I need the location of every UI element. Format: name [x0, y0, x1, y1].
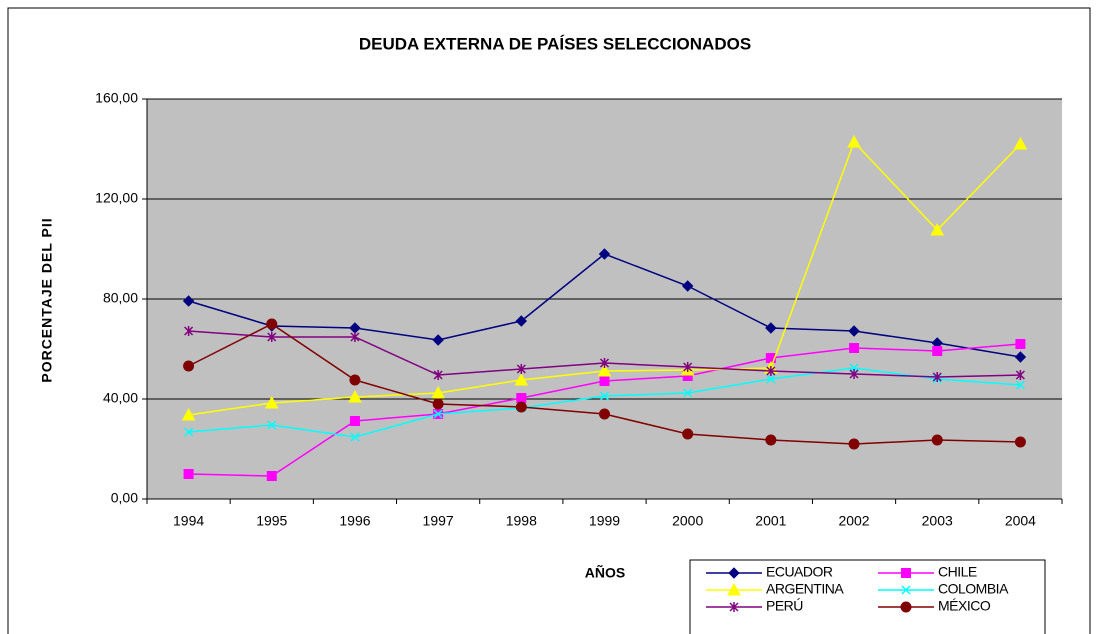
marker — [765, 434, 777, 446]
marker — [932, 346, 943, 356]
chart-title: DEUDA EXTERNA DE PAÍSES SELECCIONADOS — [359, 34, 751, 53]
marker — [433, 409, 443, 419]
marker — [599, 408, 610, 420]
y-tick-label: 160,00 — [95, 90, 138, 106]
legend-label: CHILE — [938, 564, 977, 580]
marker — [515, 315, 528, 327]
x-tick-label: 2003 — [922, 513, 953, 529]
marker — [349, 416, 360, 426]
marker — [432, 334, 444, 346]
marker — [433, 370, 443, 380]
marker — [1015, 380, 1025, 390]
marker — [183, 360, 195, 372]
x-tick-label: 2001 — [755, 513, 786, 529]
marker — [350, 432, 360, 442]
x-tick-label: 2002 — [838, 513, 869, 529]
legend-label: COLOMBIA — [938, 581, 1009, 597]
marker — [728, 567, 740, 579]
y-tick-label: 40,00 — [103, 390, 138, 406]
x-tick-label: 1994 — [173, 513, 204, 529]
marker — [599, 391, 610, 401]
marker — [1014, 436, 1026, 448]
marker — [849, 369, 859, 379]
marker — [683, 362, 693, 372]
marker — [431, 385, 445, 399]
marker — [849, 343, 860, 353]
x-tick-label: 1998 — [506, 513, 537, 529]
marker — [930, 222, 945, 236]
x-tick-label: 1995 — [256, 513, 287, 529]
y-axis-title: PORCENTAJE DEL PII — [39, 217, 55, 382]
marker — [184, 427, 194, 437]
marker — [683, 388, 693, 398]
x-tick-label: 2004 — [1005, 513, 1036, 529]
marker — [599, 358, 610, 368]
marker — [267, 420, 277, 430]
marker — [597, 363, 612, 377]
marker — [1015, 339, 1026, 349]
marker — [183, 469, 194, 479]
marker — [847, 134, 861, 148]
marker — [599, 376, 610, 386]
marker — [848, 438, 860, 450]
marker — [266, 471, 277, 481]
marker — [349, 374, 361, 386]
marker — [181, 407, 196, 421]
marker — [348, 389, 362, 403]
marker — [727, 582, 741, 596]
x-axis-title: AÑOS — [585, 564, 625, 581]
marker — [1013, 136, 1028, 150]
marker — [598, 248, 611, 260]
legend-box — [689, 559, 1046, 634]
marker — [1015, 370, 1025, 380]
marker — [1014, 351, 1027, 363]
marker — [350, 332, 360, 342]
marker — [901, 585, 911, 595]
marker — [432, 398, 444, 410]
y-tick-label: 80,00 — [103, 290, 138, 306]
marker — [932, 372, 942, 382]
marker — [514, 372, 529, 386]
marker — [901, 568, 911, 578]
marker — [515, 401, 527, 413]
y-tick-label: 0,00 — [111, 490, 138, 506]
marker — [267, 332, 277, 342]
legend-label: PERÚ — [766, 598, 803, 614]
marker — [182, 295, 195, 307]
marker — [931, 434, 943, 446]
marker — [184, 326, 194, 336]
marker — [766, 366, 776, 376]
marker — [766, 374, 776, 384]
marker — [765, 322, 777, 334]
marker — [729, 602, 739, 612]
legend-label: ECUADOR — [766, 564, 833, 580]
marker — [900, 601, 912, 613]
marker — [266, 318, 278, 330]
x-tick-label: 1997 — [423, 513, 454, 529]
marker — [848, 325, 860, 337]
marker — [681, 280, 694, 292]
y-tick-label: 120,00 — [95, 190, 138, 206]
legend-label: MÉXICO — [938, 598, 991, 614]
marker — [264, 395, 279, 409]
x-tick-label: 2000 — [672, 513, 703, 529]
marker — [516, 364, 526, 374]
legend-label: ARGENTINA — [766, 581, 844, 597]
marker — [516, 393, 527, 403]
x-tick-label: 1999 — [589, 513, 620, 529]
marker — [682, 428, 694, 440]
x-tick-label: 1996 — [339, 513, 370, 529]
